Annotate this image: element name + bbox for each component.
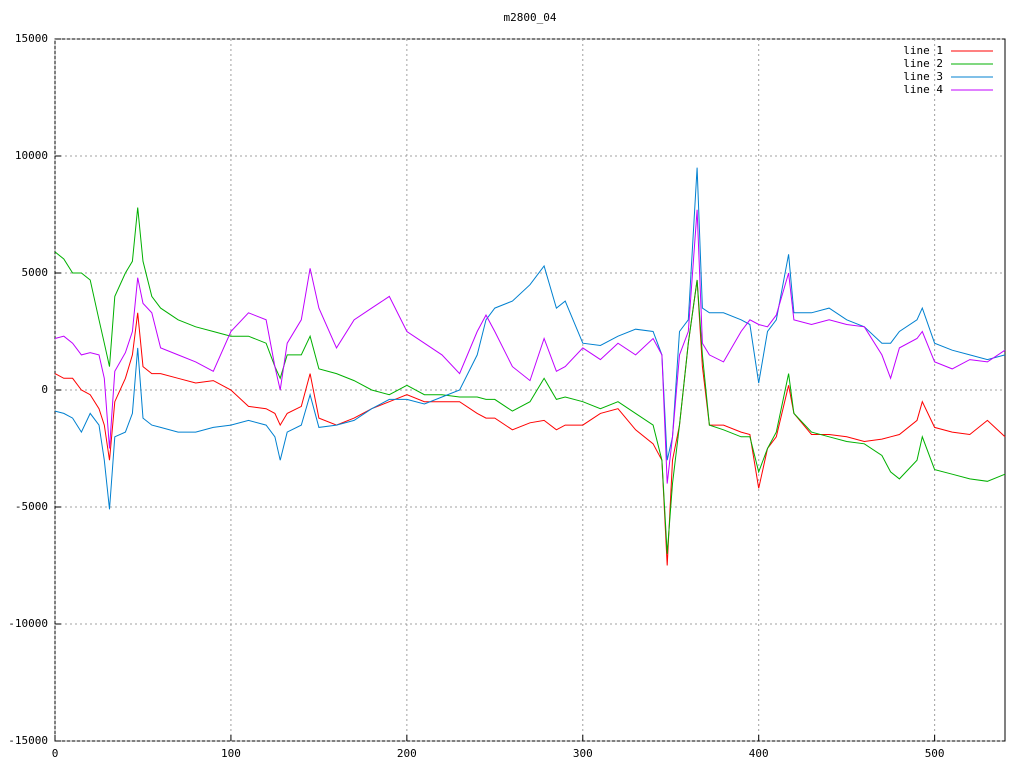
data-line bbox=[54, 279, 1006, 566]
legend-label: line 4 bbox=[903, 83, 943, 96]
x-tick-label: 300 bbox=[573, 747, 593, 760]
y-tick-label: -10000 bbox=[8, 617, 48, 630]
legend-label: line 2 bbox=[903, 57, 943, 70]
y-tick-label: -5000 bbox=[15, 500, 48, 513]
x-tick-label: 0 bbox=[52, 747, 59, 760]
y-tick-label: 5000 bbox=[22, 266, 49, 279]
y-tick-label: 15000 bbox=[15, 32, 48, 45]
x-tick-label: 400 bbox=[749, 747, 769, 760]
legend-label: line 1 bbox=[903, 44, 943, 57]
x-tick-label: 500 bbox=[925, 747, 945, 760]
y-tick-label: 0 bbox=[41, 383, 48, 396]
y-tick-label: -15000 bbox=[8, 734, 48, 747]
x-tick-label: 100 bbox=[221, 747, 241, 760]
x-tick-label: 200 bbox=[397, 747, 417, 760]
data-line bbox=[54, 207, 1006, 554]
data-line bbox=[54, 167, 1006, 510]
data-line bbox=[54, 209, 1006, 484]
y-tick-label: 10000 bbox=[15, 149, 48, 162]
legend-label: line 3 bbox=[903, 70, 943, 83]
chart-title: m2800_04 bbox=[504, 11, 557, 24]
